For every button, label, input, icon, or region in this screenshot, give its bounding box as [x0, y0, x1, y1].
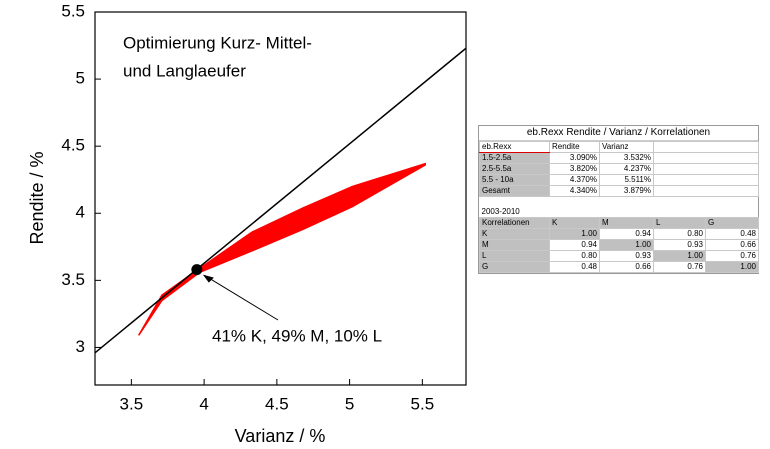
table-row: L 0.80 0.93 1.00 0.76	[479, 250, 759, 262]
table-cell: 4.370%	[549, 174, 600, 186]
table-cell	[653, 141, 759, 153]
table-cell	[653, 152, 759, 164]
table-cell: 4.237%	[599, 163, 654, 175]
table-cell: 0.80	[653, 228, 706, 240]
y-tick-label: 3	[76, 337, 85, 356]
x-tick-label: 4	[199, 394, 208, 413]
table-cell: 2.5-5.5a	[479, 163, 550, 175]
table-cell: 5.511%	[599, 174, 654, 186]
point-label: 41% K, 49% M, 10% L	[212, 326, 382, 345]
table-row: 5.5 - 10a 4.370% 5.511%	[479, 174, 759, 186]
table-cell: Gesamt	[479, 185, 550, 197]
table-cell: 1.5-2.5a	[479, 152, 550, 164]
table-row: Gesamt 4.340% 3.879%	[479, 185, 759, 197]
x-tick-label: 5.5	[411, 394, 435, 413]
table-cell: 2003-2010	[481, 207, 520, 216]
annotation: Optimierung Kurz- Mittel-	[123, 33, 312, 52]
table-cell: Rendite	[549, 141, 600, 153]
table-cell: 0.48	[549, 261, 600, 273]
table-cell: 3.532%	[599, 152, 654, 164]
table-row: eb.Rexx Rendite Varianz	[479, 141, 759, 153]
table-cell: K	[479, 228, 550, 240]
table-cell: 1.00	[705, 261, 759, 273]
x-tick-label: 5	[345, 394, 354, 413]
table-row: 1.5-2.5a 3.090% 3.532%	[479, 152, 759, 164]
y-tick-label: 4.5	[61, 136, 85, 155]
table-cell: M	[599, 217, 654, 229]
plot-area	[95, 47, 466, 354]
table-cell: 4.340%	[549, 185, 600, 197]
frontier-band	[137, 162, 427, 336]
table-cell: G	[705, 217, 759, 229]
table-row: K 1.00 0.94 0.80 0.48	[479, 228, 759, 240]
table-cell: 3.090%	[549, 152, 600, 164]
table-title: eb.Rexx Rendite / Varianz / Korrelatione…	[479, 126, 758, 141]
y-tick-label: 4	[76, 203, 85, 222]
table-cell: K	[549, 217, 600, 229]
table-cell: 1.00	[549, 228, 600, 240]
table-cell: 1.00	[653, 250, 706, 262]
table-row: Korrelationen K M L G	[479, 217, 759, 229]
table-cell: 0.93	[599, 250, 654, 262]
table-row: 2.5-5.5a 3.820% 4.237%	[479, 163, 759, 175]
y-tick-label: 3.5	[61, 270, 85, 289]
table-cell: L	[653, 217, 706, 229]
arrow-head	[202, 274, 214, 283]
table-cell: 0.93	[653, 239, 706, 251]
x-tick-label: 3.5	[120, 394, 144, 413]
table-cell: L	[479, 250, 550, 262]
table-row: G 0.48 0.66 0.76 1.00	[479, 261, 759, 273]
table-cell: eb.Rexx	[479, 141, 550, 153]
x-axis-label: Varianz / %	[235, 426, 326, 446]
table-cell	[653, 174, 759, 186]
table-cell	[653, 185, 759, 197]
table-cell: 0.94	[549, 239, 600, 251]
table-row: M 0.94 1.00 0.93 0.66	[479, 239, 759, 251]
table-cell: Varianz	[599, 141, 654, 153]
table-cell: 0.94	[599, 228, 654, 240]
table-cell: 3.820%	[549, 163, 600, 175]
plot-frame	[94, 11, 467, 386]
optimal-point	[191, 264, 203, 276]
table-cell: 1.00	[599, 239, 654, 251]
table-cell: 0.76	[705, 250, 759, 262]
y-axis-label: Rendite / %	[27, 151, 47, 244]
y-tick-label: 5.5	[61, 1, 85, 20]
table-cell	[653, 163, 759, 175]
table-cell: 0.66	[599, 261, 654, 273]
table-row	[480, 197, 759, 208]
x-tick-label: 4.5	[265, 394, 289, 413]
table-cell: 0.76	[653, 261, 706, 273]
table-cell: 0.80	[549, 250, 600, 262]
tangent-line	[95, 47, 466, 354]
table-cell: Korrelationen	[479, 217, 550, 229]
annotation: und Langlaeufer	[123, 61, 246, 80]
table-grid: eb.Rexx Rendite Varianz 1.5-2.5a 3.090% 3.532…	[479, 141, 759, 273]
table-cell: M	[479, 239, 550, 251]
data-table: eb.Rexx Rendite / Varianz / Korrelatione…	[478, 125, 759, 274]
y-tick-label: 5	[76, 69, 85, 88]
table-row: 2003-2010	[480, 207, 759, 218]
table-cell	[480, 197, 759, 208]
table-cell: G	[479, 261, 550, 273]
table-cell: 0.48	[705, 228, 759, 240]
table-cell: 0.66	[705, 239, 759, 251]
table-cell: 5.5 - 10a	[479, 174, 550, 186]
arrow-line	[204, 275, 279, 321]
table-cell: 3.879%	[599, 185, 654, 197]
